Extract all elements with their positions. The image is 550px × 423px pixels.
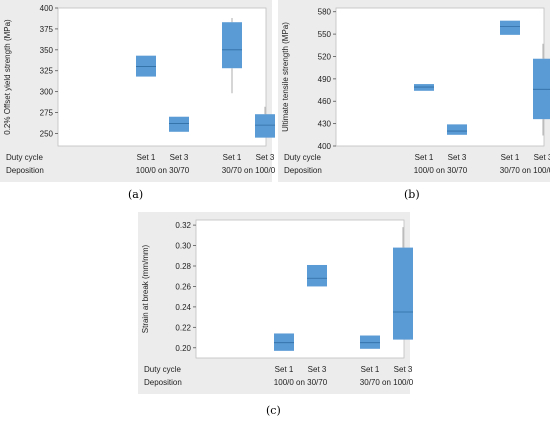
chart-panel-b: 400 430 460 490 520 550 580 Ultimate tensile st…: [278, 0, 550, 182]
row-label-deposition: Deposition: [284, 166, 322, 175]
box-1: [414, 84, 434, 91]
box-iqr: [307, 264, 327, 287]
box-iqr: [222, 22, 242, 69]
row-label-duty-cycle: Duty cycle: [6, 153, 43, 162]
x-tick-label: Set 1: [415, 153, 434, 162]
y-tick-label: 400: [40, 4, 54, 13]
y-tick-label: 460: [318, 97, 332, 106]
y-tick-label: 0.24: [175, 303, 191, 312]
box-1: [274, 333, 294, 351]
x-tick-label: Set 1: [137, 153, 156, 162]
box-iqr: [393, 247, 413, 340]
x-tick-label: Set 3: [170, 153, 189, 162]
caption-b: (b): [404, 188, 420, 201]
y-tick-label: 250: [40, 129, 54, 138]
y-tick-label: 0.22: [175, 323, 191, 332]
y-tick-label: 350: [40, 46, 54, 55]
chart-c-svg: 0.20 0.22 0.24 0.26 0.28 0.30 0.32 Strain at br…: [138, 212, 414, 394]
row-label-duty-cycle: Duty cycle: [284, 153, 321, 162]
box-3: [222, 18, 242, 94]
group-label: 30/70 on 100/0: [500, 166, 550, 175]
box-4: [255, 106, 275, 138]
y-tick-label: 0.30: [175, 242, 191, 251]
group-label: 30/70 on 100/0: [222, 166, 276, 175]
box-iqr: [500, 20, 520, 35]
caption-a: (a): [128, 188, 144, 201]
row-label-duty-cycle: Duty cycle: [144, 365, 181, 374]
x-tick-label: Set 1: [223, 153, 242, 162]
group-label: 30/70 on 100/0: [360, 378, 414, 387]
chart-a-svg: 250 275 300 325 350 375 400 0.2% Offset yield s…: [0, 0, 276, 182]
y-tick-label: 430: [318, 120, 332, 129]
y-tick-label: 520: [318, 52, 332, 61]
box-4: [393, 227, 413, 340]
y-tick-label: 375: [40, 25, 54, 34]
box-2: [307, 264, 327, 287]
x-tick-label: Set 1: [361, 365, 380, 374]
group-label: 100/0 on 30/70: [414, 166, 468, 175]
box-3: [500, 20, 520, 35]
y-tick-label: 580: [318, 8, 332, 17]
y-axis-title: Strain at break (mm/mm): [141, 244, 150, 333]
x-tick-label: Set 1: [275, 365, 294, 374]
y-tick-label: 550: [318, 30, 332, 39]
y-tick-label: 300: [40, 88, 54, 97]
row-label-deposition: Deposition: [6, 166, 44, 175]
y-tick-label: 0.26: [175, 282, 191, 291]
y-axis-title: Ultimate tensile strength (MPa): [281, 22, 290, 132]
x-tick-label: Set 3: [256, 153, 275, 162]
x-tick-label: Set 3: [394, 365, 413, 374]
y-tick-label: 0.32: [175, 221, 191, 230]
box-2: [169, 116, 189, 132]
group-label: 100/0 on 30/70: [274, 378, 328, 387]
box-iqr: [274, 333, 294, 351]
box-1: [136, 55, 156, 77]
y-tick-label: 0.28: [175, 262, 191, 271]
y-tick-label: 490: [318, 75, 332, 84]
box-iqr: [360, 335, 380, 349]
y-tick-label: 275: [40, 109, 54, 118]
chart-panel-c: 0.20 0.22 0.24 0.26 0.28 0.30 0.32 Strain at br…: [138, 212, 414, 394]
y-tick-label: 400: [318, 142, 332, 151]
x-tick-label: Set 1: [501, 153, 520, 162]
y-tick-label: 0.20: [175, 344, 191, 353]
plot-area: [195, 219, 405, 359]
group-label: 100/0 on 30/70: [136, 166, 190, 175]
box-iqr: [447, 124, 467, 135]
box-3: [360, 335, 380, 349]
box-iqr: [136, 55, 156, 77]
box-iqr: [255, 114, 275, 138]
caption-c: (c): [266, 404, 281, 417]
y-axis-title: 0.2% Offset yield strength (MPa): [3, 19, 12, 135]
chart-b-svg: 400 430 460 490 520 550 580 Ultimate tensile st…: [278, 0, 550, 182]
box-2: [447, 124, 467, 135]
x-tick-label: Set 3: [308, 365, 327, 374]
y-tick-label: 325: [40, 67, 54, 76]
row-label-deposition: Deposition: [144, 378, 182, 387]
x-tick-label: Set 3: [448, 153, 467, 162]
x-tick-label: Set 3: [534, 153, 550, 162]
box-iqr: [169, 116, 189, 132]
chart-panel-a: 250 275 300 325 350 375 400 0.2% Offset yield s…: [0, 0, 276, 182]
